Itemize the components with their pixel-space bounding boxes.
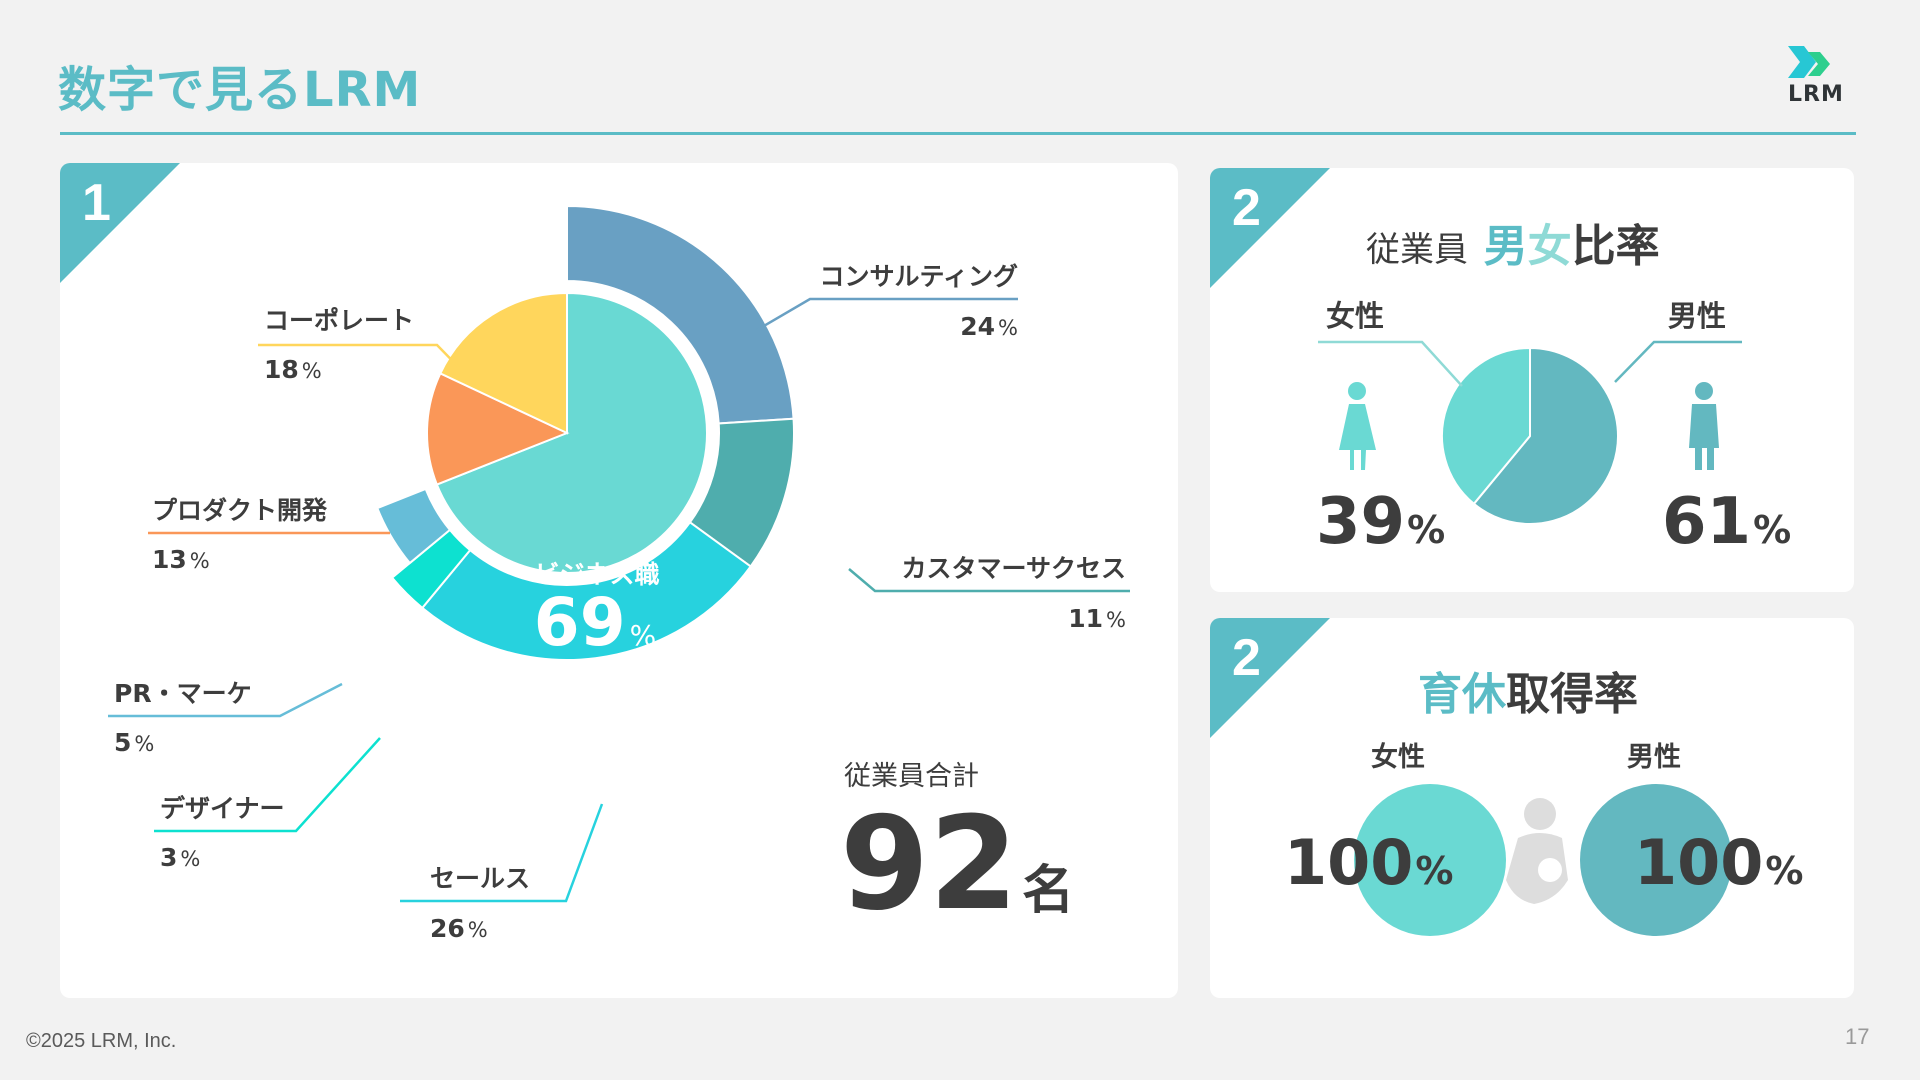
female-rate-number: 100 — [1284, 826, 1413, 899]
title-male: 男 — [1483, 221, 1528, 272]
lrm-logo-icon — [1788, 46, 1830, 78]
female-percent: 39% — [1316, 485, 1445, 559]
center-value-unit: % — [630, 619, 657, 652]
title-suffix: 比率 — [1571, 221, 1660, 272]
corporate-leader-line — [258, 343, 477, 386]
parental-leave-card: 2 育休取得率 女性 男性 100% 100% — [1210, 618, 1854, 998]
male-label: 男性 — [1627, 742, 1681, 773]
logo-text: LRM — [1788, 82, 1844, 107]
female-rate-unit: % — [1415, 849, 1453, 893]
female-percent-number: 39 — [1316, 485, 1405, 559]
total-label: 従業員合計 — [844, 761, 979, 792]
title-prefix: 従業員 — [1366, 230, 1468, 270]
female-label: 女性 — [1326, 299, 1384, 333]
designer-label: デザイナー — [160, 794, 285, 823]
badge-number: 2 — [1232, 629, 1261, 687]
male-percent: 61% — [1662, 485, 1791, 559]
male-label: 男性 — [1668, 299, 1726, 333]
badge-number: 1 — [82, 174, 111, 232]
male-pie-slice — [1472, 346, 1619, 525]
male-icon — [1689, 382, 1719, 470]
title-colored: 育休 — [1418, 669, 1506, 720]
consulting-ring-segment — [566, 204, 795, 425]
center-label: ビジネス職 — [534, 560, 659, 589]
sales-leader-line — [400, 803, 604, 903]
product-pie-slice — [426, 372, 570, 486]
female-pie-slice — [1441, 346, 1531, 506]
male-rate-circle — [1580, 784, 1732, 936]
total-value-unit: 名 — [1022, 861, 1074, 921]
customer-success-label: カスタマーサクセス — [901, 554, 1126, 583]
card-corner-badge — [1210, 618, 1330, 738]
male-percent-unit: % — [1753, 508, 1791, 552]
sales-value: 26% — [430, 914, 488, 943]
parent-child-icon — [1506, 798, 1568, 904]
female-leader-line — [1318, 340, 1463, 387]
product-label: プロダクト開発 — [152, 496, 328, 525]
female-label: 女性 — [1371, 741, 1425, 773]
page-number: 17 — [1845, 1024, 1870, 1049]
sales-ring-segment — [420, 520, 753, 661]
pr-marketing-leader-line — [108, 682, 343, 718]
total-value-number: 92 — [840, 790, 1018, 939]
female-rate-circle — [1354, 784, 1506, 936]
card-corner-badge — [60, 163, 180, 283]
female-percent-unit: % — [1407, 508, 1445, 552]
gender-ratio-title: 従業員 男女比率 — [1366, 210, 1660, 274]
gender-ratio-graphic: 女性 男性 39% 61% — [1316, 299, 1791, 559]
gender-ratio-card: 2 従業員 男女比率 女性 男性 39% 61% — [1210, 168, 1854, 592]
pr-marketing-ring-segment — [376, 487, 452, 565]
sales-label: セールス — [430, 864, 530, 893]
corporate-pie-slice — [438, 291, 568, 435]
staff-composition-card: 1 ビジネス職 69% コンサルティング 24% カスタマーサクセス 11% セ… — [60, 163, 1178, 998]
pr-marketing-value: 5% — [114, 728, 154, 757]
designer-leader-line — [154, 737, 381, 833]
corporate-value: 18% — [264, 355, 322, 384]
title-female: 女 — [1527, 221, 1572, 272]
pr-marketing-label: PR・マーケ — [114, 679, 252, 708]
male-leader-line — [1614, 340, 1742, 383]
designer-value: 3% — [160, 843, 200, 872]
corporate-label: コーポレート — [264, 306, 414, 335]
consulting-leader-line — [756, 297, 1018, 332]
female-icon — [1339, 382, 1376, 470]
parental-leave-title: 育休取得率 — [1418, 658, 1638, 722]
badge-number: 2 — [1232, 179, 1261, 237]
employee-type-donut-chart: ビジネス職 69% コンサルティング 24% カスタマーサクセス 11% セール… — [108, 204, 1130, 943]
card-corner-badge — [1210, 168, 1330, 288]
male-rate-number: 100 — [1634, 826, 1763, 899]
customer-success-value: 11% — [1068, 604, 1126, 633]
title-divider — [60, 132, 1856, 135]
copyright: ©2025 LRM, Inc. — [26, 1030, 177, 1052]
total-value: 92名 — [840, 790, 1074, 939]
parental-leave-graphic: 女性 男性 100% 100% — [1284, 741, 1804, 936]
center-value-number: 69 — [534, 584, 626, 661]
consulting-label: コンサルティング — [819, 262, 1018, 291]
customer-success-leader-line — [848, 568, 1130, 593]
consulting-value: 24% — [960, 312, 1018, 341]
female-rate-value: 100% — [1284, 826, 1454, 899]
page-title: 数字で見るLRM — [58, 62, 422, 118]
center-value: 69% — [534, 584, 656, 661]
product-value: 13% — [152, 545, 210, 574]
male-rate-unit: % — [1765, 849, 1803, 893]
male-percent-number: 61 — [1662, 485, 1751, 559]
title-dark: 取得率 — [1506, 669, 1638, 720]
male-rate-value: 100% — [1634, 826, 1804, 899]
